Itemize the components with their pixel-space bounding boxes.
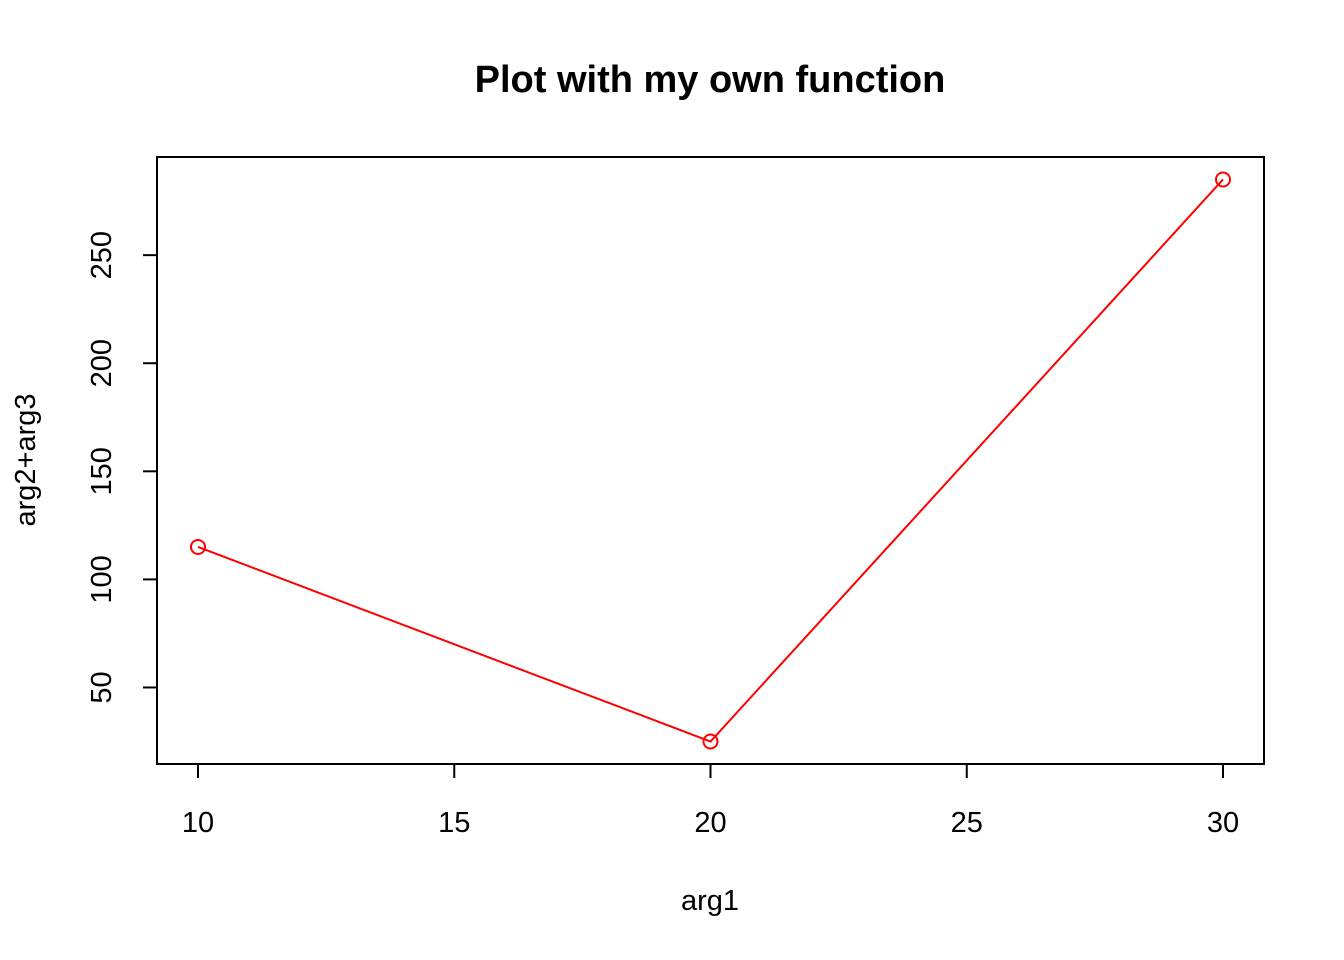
y-tick-label: 200 [86,339,118,387]
data-point [190,538,206,555]
x-tick-label: 25 [951,807,983,839]
y-tick-label: 100 [86,555,118,603]
y-axis: 50 100 150 200 250 [86,231,158,704]
data-point [1215,171,1231,188]
y-axis-label: arg2+arg3 [10,393,42,526]
x-axis-label: arg1 [681,885,739,917]
x-axis: 10 15 20 25 30 [182,763,1239,839]
y-tick-label: 250 [86,231,118,279]
data-point [702,733,719,750]
y-tick-label: 50 [86,671,118,703]
plot-area-frame [156,156,1265,765]
x-tick-label: 30 [1207,807,1239,839]
series-layer [190,171,1231,750]
x-tick-label: 20 [694,807,726,839]
series-line [197,178,1224,743]
y-tick-label: 150 [86,447,118,495]
chart-title: Plot with my own function [475,59,946,101]
x-tick-label: 15 [438,807,470,839]
x-tick-label: 10 [182,807,214,839]
